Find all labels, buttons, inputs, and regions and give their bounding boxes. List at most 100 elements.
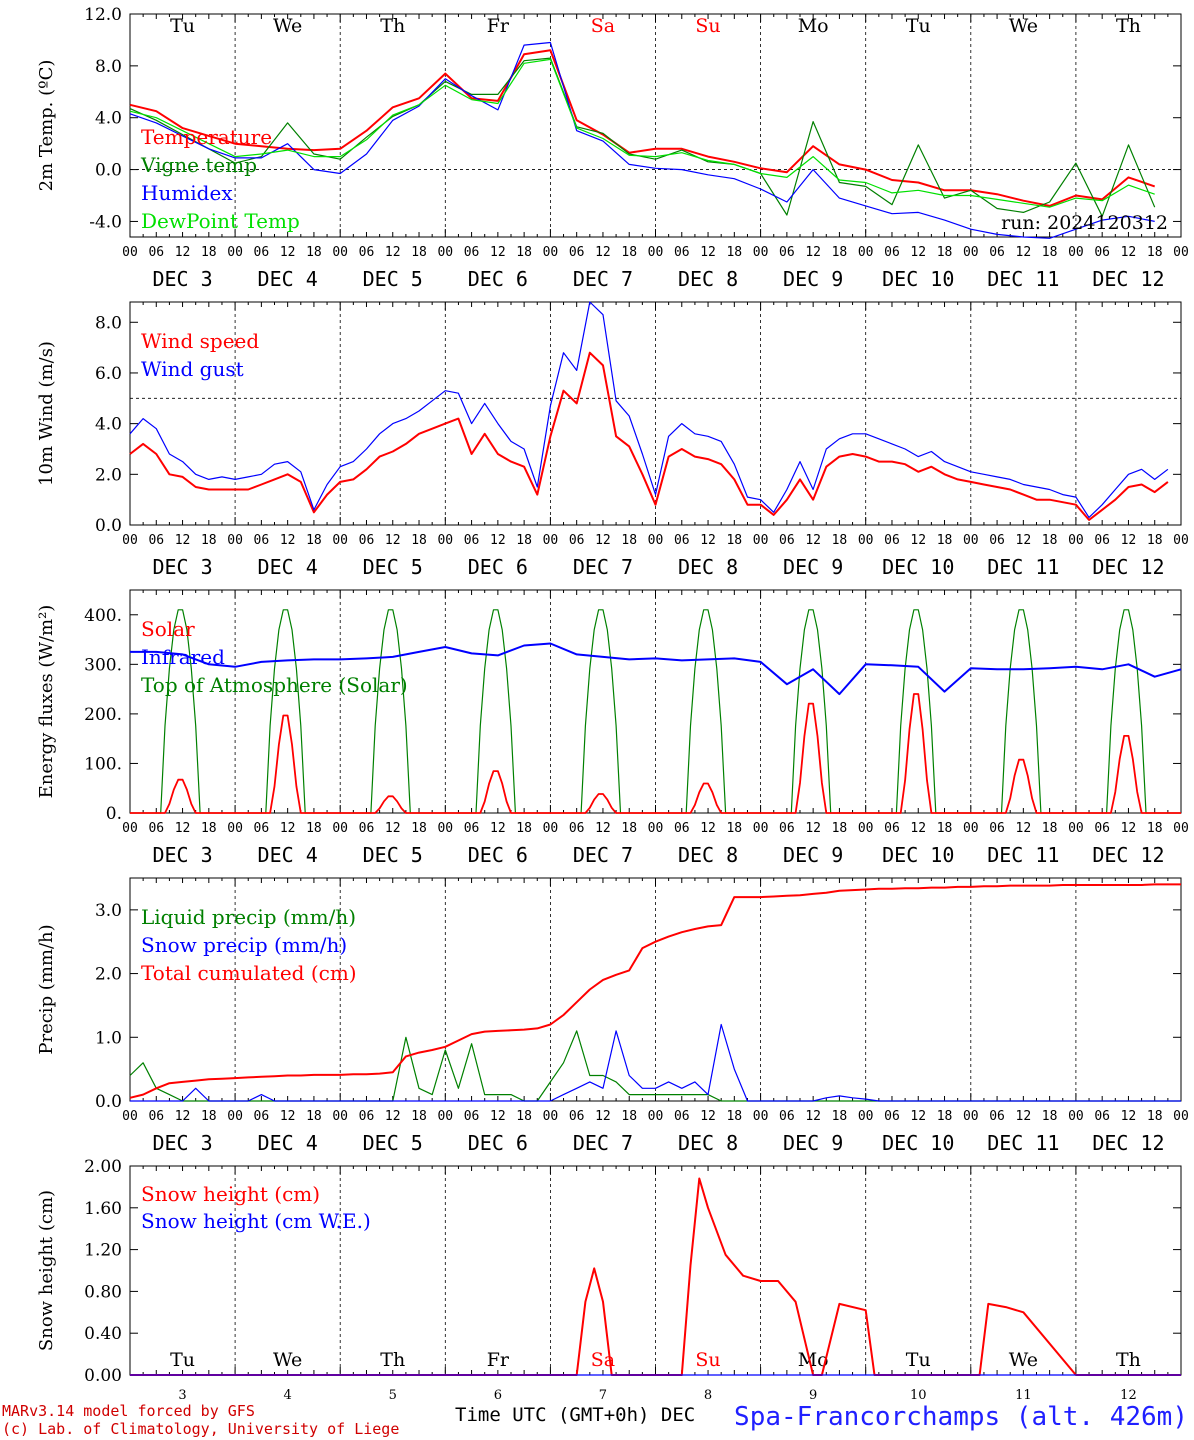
x-hour-label: 00 [543,245,559,260]
x-hour-label: 00 [963,245,979,260]
x-hour-label: 12 [1121,533,1137,548]
legend-entry: Snow precip (mm/h) [141,933,347,957]
x-date-label: DEC 5 [363,1131,423,1155]
x-date-label: DEC 12 [1092,1131,1164,1155]
x-date-label: DEC 3 [152,555,212,579]
x-hour-label: 06 [884,821,900,836]
model-credit: MARv3.14 model forced by GFS [2,1402,255,1420]
weekday-label: Th [380,1349,405,1371]
weekday-label: We [1009,15,1038,37]
x-hour-label: 06 [989,245,1005,260]
x-hour-label: 18 [726,533,742,548]
x-date-label: DEC 9 [783,843,843,867]
weekday-label: Mo [798,1349,829,1371]
x-hour-label: 06 [569,821,585,836]
x-hour-label: 00 [332,533,348,548]
weekday-label: Th [380,15,405,37]
x-hour-label: 12 [490,821,506,836]
y-tick-label: 0.0 [95,1092,122,1112]
y-tick-label: 300. [84,655,122,675]
x-date-label: DEC 9 [783,267,843,291]
y-tick-label: 6.0 [95,364,122,384]
x-day-number: 5 [389,1388,397,1403]
x-hour-label: 18 [937,245,953,260]
x-hour-label: 12 [700,245,716,260]
y-tick-label: 2.0 [95,965,122,985]
x-hour-label: 18 [516,245,532,260]
x-hour-label: 12 [700,821,716,836]
x-hour-label: 18 [1147,1109,1163,1124]
x-hour-label: 18 [1147,245,1163,260]
legend-entry: Infrared [141,645,225,669]
x-hour-label: 12 [385,533,401,548]
x-hour-label: 06 [464,1109,480,1124]
x-hour-label: 12 [595,245,611,260]
x-hour-label: 18 [306,533,322,548]
x-hour-label: 00 [122,821,138,836]
x-hour-label: 12 [595,821,611,836]
x-hour-label: 00 [437,1109,453,1124]
x-hour-label: 00 [858,821,874,836]
x-hour-label: 06 [674,533,690,548]
x-hour-label: 18 [726,245,742,260]
x-hour-label: 18 [1042,1109,1058,1124]
x-hour-label: 18 [411,1109,427,1124]
chart-panel-3: 0. 100. 200. 300. 400. Energy fluxes (W/m²) 00… [36,589,1189,867]
x-hour-label: 18 [621,821,637,836]
y-tick-label: 4.0 [95,415,122,435]
series-line-snow-precip-mm-h [130,1023,1181,1102]
x-hour-label: 00 [963,533,979,548]
x-hour-label: 12 [700,533,716,548]
series-line-wind-gust [129,301,1169,519]
x-hour-label: 12 [1016,821,1032,836]
x-hour-label: 18 [411,533,427,548]
x-date-label: DEC 10 [882,1131,954,1155]
y-tick-label: 4.0 [95,109,122,129]
x-hour-label: 00 [963,1109,979,1124]
series-line-humidex [129,41,1155,239]
station-name: Spa-Francorchamps (alt. 426m) [734,1402,1188,1432]
x-hour-label: 18 [1147,533,1163,548]
x-date-label: DEC 3 [152,1131,212,1155]
series-line-vigne-temp [129,57,1156,217]
legend-entry: Solar [141,617,195,641]
x-hour-label: 18 [516,533,532,548]
x-hour-label: 06 [148,821,164,836]
x-hour-label: 06 [148,245,164,260]
x-hour-label: 00 [437,821,453,836]
legend-entry: Total cumulated (cm) [141,961,357,985]
x-hour-label: 18 [201,1109,217,1124]
x-hour-label: 00 [437,245,453,260]
y-axis-title: Energy fluxes (W/m²) [36,605,57,799]
x-date-label: DEC 7 [573,267,633,291]
x-hour-label: 18 [832,1109,848,1124]
x-hour-label: 06 [148,1109,164,1124]
x-hour-label: 18 [832,533,848,548]
x-day-number: 6 [494,1388,502,1403]
x-hour-label: 12 [595,1109,611,1124]
x-hour-label: 18 [937,821,953,836]
x-date-label: DEC 11 [987,843,1059,867]
plot-frame [129,589,1182,814]
x-hour-label: 06 [779,245,795,260]
chart-panel-2: 0.0 2.0 4.0 6.0 8.0 10m Wind (m/s) 00 06 12 18 00 0… [36,301,1189,579]
legend-entry: Wind gust [141,357,244,381]
x-date-label: DEC 5 [363,843,423,867]
series-line-wind-speed [129,351,1169,521]
x-hour-label: 00 [648,821,664,836]
x-hour-label: 00 [227,1109,243,1124]
x-hour-label: 12 [805,821,821,836]
weekday-label: Fr [487,15,510,37]
y-tick-label: 0.80 [84,1282,122,1302]
y-axis-title: Snow height (cm) [36,1190,57,1351]
x-date-label: DEC 4 [258,555,318,579]
x-date-label: DEC 4 [258,843,318,867]
x-hour-label: 18 [1147,821,1163,836]
series-line-dewpoint-temp [129,58,1155,208]
x-hour-label: 18 [1042,245,1058,260]
y-tick-label: 1.0 [95,1028,122,1048]
x-hour-label: 00 [648,1109,664,1124]
x-hour-label: 06 [569,1109,585,1124]
x-hour-label: 12 [385,821,401,836]
